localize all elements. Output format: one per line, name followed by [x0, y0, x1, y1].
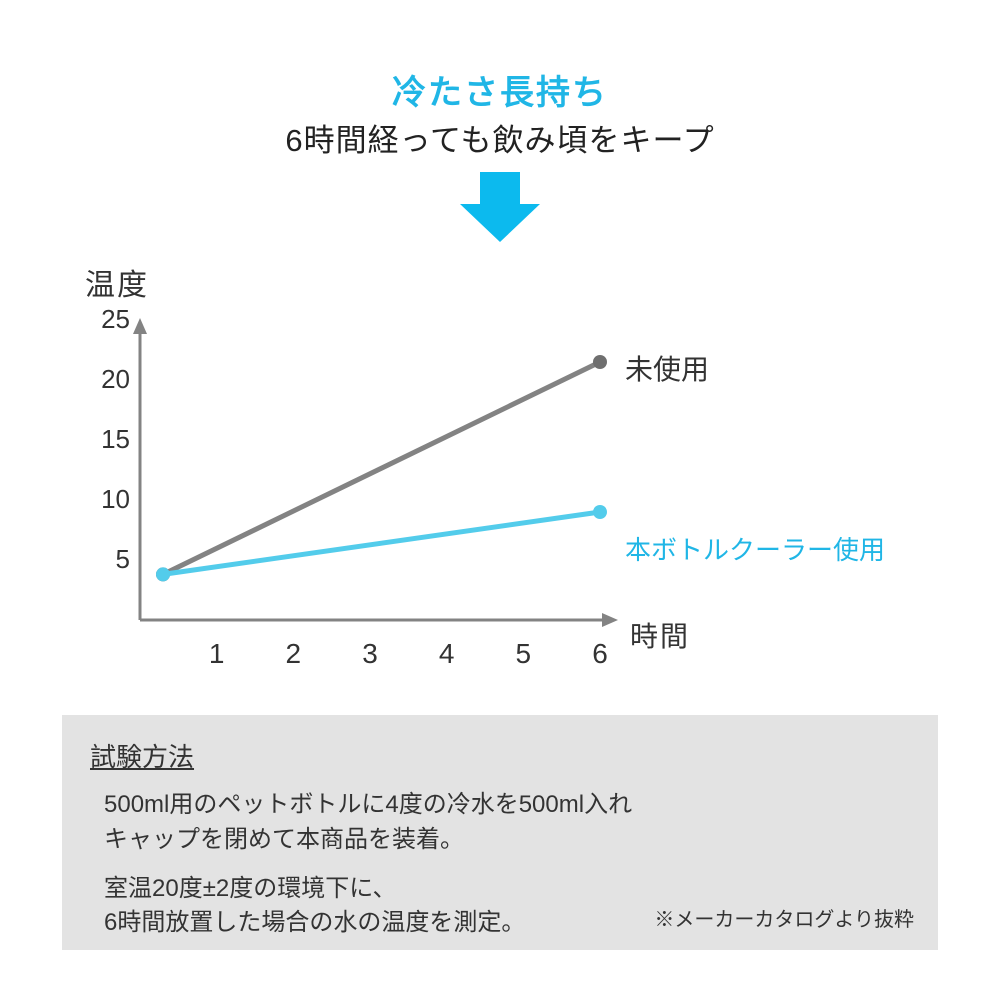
x-tick-label: 2 [273, 638, 313, 670]
method-title: 試験方法 [90, 737, 910, 774]
method-para-1: 500ml用のペットボトルに4度の冷水を500ml入れ キャップを閉めて本商品を… [90, 788, 910, 858]
y-tick-label: 25 [80, 304, 130, 335]
headline-sub: 6時間経っても飲み頃をキープ [0, 115, 1000, 160]
method-note: ※メーカーカタログより抜粋 [654, 903, 914, 932]
y-tick-label: 15 [80, 424, 130, 455]
series-label-unused: 未使用 [625, 348, 709, 388]
y-tick-label: 10 [80, 484, 130, 515]
chart-area [110, 310, 630, 660]
x-axis-title: 時間 [630, 615, 690, 655]
x-tick-label: 5 [503, 638, 543, 670]
arrow-down-icon [460, 172, 540, 242]
y-axis-title: 温度 [85, 260, 149, 304]
y-tick-label: 20 [80, 364, 130, 395]
method-box: 試験方法 500ml用のペットボトルに4度の冷水を500ml入れ キャップを閉め… [62, 715, 938, 950]
headline-accent: 冷たさ長持ち [0, 65, 1000, 114]
x-tick-label: 6 [580, 638, 620, 670]
y-tick-label: 5 [80, 544, 130, 575]
series-label-cooler: 本ボトルクーラー使用 [625, 530, 885, 567]
x-tick-label: 1 [197, 638, 237, 670]
x-tick-label: 4 [427, 638, 467, 670]
x-tick-label: 3 [350, 638, 390, 670]
